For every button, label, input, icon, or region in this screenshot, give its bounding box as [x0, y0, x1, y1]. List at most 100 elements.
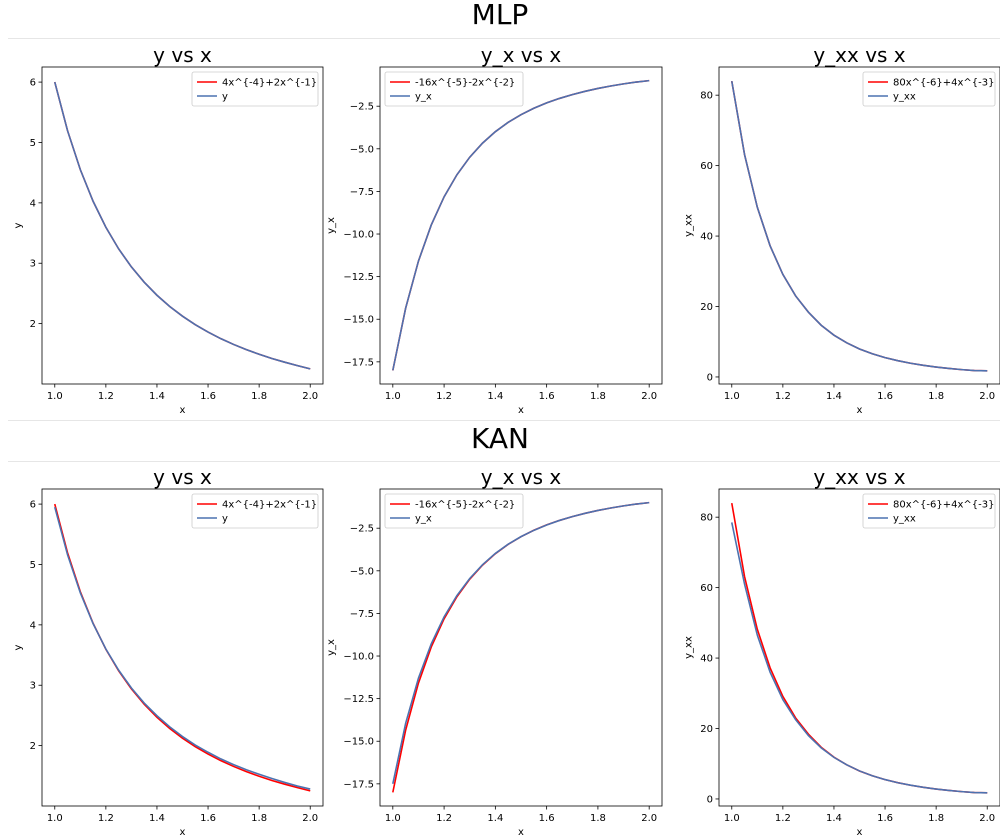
series-line-2: [53, 506, 311, 790]
y-tick-label: 4: [30, 620, 36, 631]
axes-frame: [41, 66, 324, 385]
x-tick-label: 1.0: [724, 391, 740, 402]
y-tick-label: 60: [700, 161, 713, 172]
y-tick-label: −17.5: [343, 779, 374, 790]
axes-frame: [379, 488, 663, 807]
section-title-kan: KAN: [471, 422, 529, 455]
y-tick-label: 2: [30, 741, 36, 752]
x-tick-label: 2.0: [302, 391, 318, 402]
legend-box: [862, 71, 996, 107]
y-axis-label: y_xx: [684, 636, 695, 659]
y-tick-label: −10.0: [343, 652, 374, 663]
x-tick-label: 1.6: [877, 391, 893, 402]
x-tick-label: 1.6: [877, 813, 893, 824]
y-tick-label: 40: [700, 232, 713, 243]
chart-2: y_x vs x 1.0 1.2 1.4 1.6 1.8 2.0 −17.5 −15.0 −12.…: [326, 43, 663, 416]
x-tick-label: 1.8: [590, 391, 606, 402]
x-tick-label: 1.0: [47, 391, 63, 402]
section-divider-separator: [8, 420, 1000, 421]
y-tick-label: −10.0: [343, 230, 374, 241]
x-tick-label: 1.6: [539, 391, 555, 402]
x-tick-label: 1.2: [98, 813, 114, 824]
series-line-2: [392, 79, 650, 371]
chart-4: y vs x 1.0 1.2 1.4 1.6 1.8 2.0 2 3 4 5 6 x y 4x^{-4}+2…: [13, 465, 324, 837]
x-tick-label: 1.8: [928, 391, 944, 402]
y-tick-label: 20: [700, 302, 713, 313]
legend-box: [191, 493, 319, 529]
x-tick-label: 1.6: [200, 813, 216, 824]
y-tick-label: 80: [700, 513, 713, 524]
section-title-mlp: MLP: [471, 0, 529, 31]
x-tick-label: 1.2: [775, 391, 791, 402]
y-axis-label: y_xx: [684, 214, 695, 237]
x-tick-label: 2.0: [979, 391, 995, 402]
x-tick-label: 1.0: [385, 813, 401, 824]
x-tick-label: 1.4: [149, 391, 165, 402]
legend-label: 4x^{-4}+2x^{-1}: [222, 500, 317, 511]
y-axis-label: y: [13, 222, 24, 228]
y-axis-label: y_x: [326, 217, 337, 234]
x-axis-label: x: [180, 827, 186, 837]
x-tick-label: 2.0: [641, 813, 657, 824]
legend-label: y_x: [415, 92, 432, 103]
series-line-2: [53, 81, 311, 370]
y-tick-label: 0: [707, 372, 713, 383]
x-tick-label: 1.0: [385, 391, 401, 402]
axes-frame: [41, 488, 324, 807]
x-tick-label: 1.8: [251, 391, 267, 402]
y-tick-label: −15.0: [343, 315, 374, 326]
x-tick-label: 1.4: [826, 391, 842, 402]
y-tick-label: 2: [30, 319, 36, 330]
chart-1: y vs x 1.0 1.2 1.4 1.6 1.8 2.0 2 3 4 5 6 x y 4x^{-4}+2…: [13, 43, 324, 416]
chart-5: y_x vs x 1.0 1.2 1.4 1.6 1.8 2.0 −17.5 −15.0 −12.…: [326, 465, 663, 837]
y-tick-label: −15.0: [343, 737, 374, 748]
legend-label: y_xx: [893, 514, 916, 525]
y-tick-label: 4: [30, 198, 36, 209]
x-axis-label: x: [180, 405, 186, 416]
y-tick-label: 0: [707, 794, 713, 805]
y-axis-label: y: [13, 644, 24, 650]
chart-6: y_xx vs x 1.0 1.2 1.4 1.6 1.8 2.0 0 20 40 60 80 x y_x…: [684, 465, 1000, 837]
series-line-2: [730, 522, 988, 794]
y-tick-label: 40: [700, 654, 713, 665]
series-line-1: [730, 502, 988, 794]
section-divider-kan: [8, 461, 1000, 462]
x-tick-label: 1.6: [539, 813, 555, 824]
chart-title: y vs x: [153, 43, 212, 67]
x-tick-label: 1.0: [47, 813, 63, 824]
x-tick-label: 1.2: [436, 813, 452, 824]
legend-box: [191, 71, 319, 107]
y-tick-label: −7.5: [350, 609, 374, 620]
y-tick-label: 3: [30, 681, 36, 692]
legend-label: -16x^{-5}-2x^{-2}: [415, 78, 515, 89]
axes-frame: [718, 488, 1000, 807]
x-axis-label: x: [857, 827, 863, 837]
chart-title: y_x vs x: [481, 43, 562, 67]
legend-label: y_xx: [893, 92, 916, 103]
chart-title: y_xx vs x: [813, 465, 905, 489]
x-tick-label: 2.0: [979, 813, 995, 824]
section-divider-mlp: [8, 38, 1000, 39]
y-tick-label: −2.5: [350, 102, 374, 113]
legend-label: y_x: [415, 514, 432, 525]
legend-box: [862, 493, 996, 529]
chart-title: y_x vs x: [481, 465, 562, 489]
legend-label: y: [222, 92, 228, 103]
x-tick-label: 2.0: [302, 813, 318, 824]
axes-frame: [718, 66, 1000, 385]
series-line-1: [53, 503, 311, 792]
x-tick-label: 1.6: [200, 391, 216, 402]
y-tick-label: 5: [30, 138, 36, 149]
x-tick-label: 2.0: [641, 391, 657, 402]
x-axis-label: x: [857, 405, 863, 416]
axes-frame: [379, 66, 663, 385]
chart-title: y_xx vs x: [813, 43, 905, 67]
x-tick-label: 1.2: [436, 391, 452, 402]
legend-label: -16x^{-5}-2x^{-2}: [415, 500, 515, 511]
series-line-1: [53, 81, 311, 370]
legend-box: [384, 493, 524, 529]
y-tick-label: 6: [30, 500, 36, 511]
x-tick-label: 1.2: [775, 813, 791, 824]
series-line-1: [392, 501, 650, 793]
